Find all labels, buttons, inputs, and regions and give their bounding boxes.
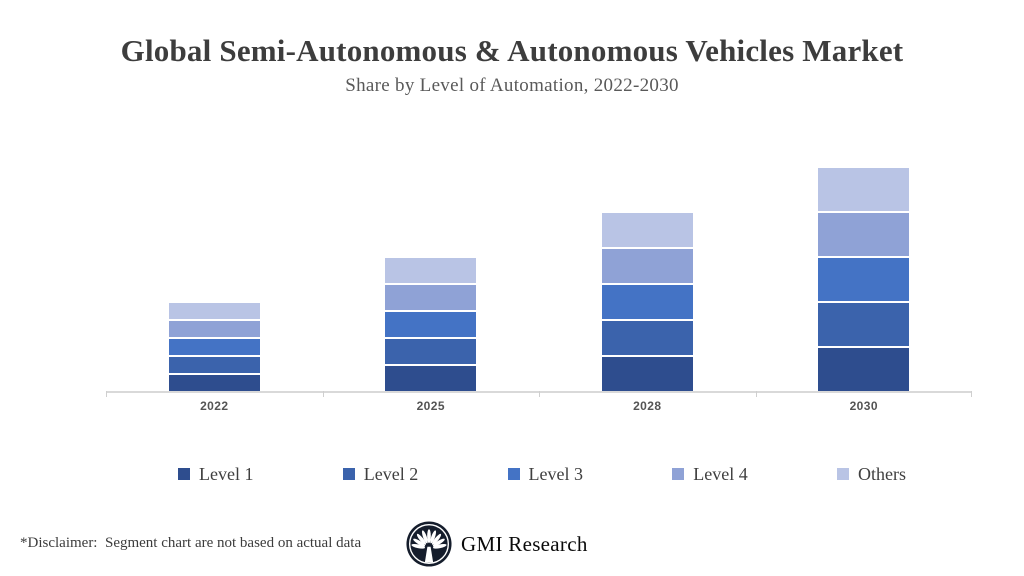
bar-segment-level-3-2022: [168, 337, 260, 355]
chart-title: Global Semi-Autonomous & Autonomous Vehi…: [120, 33, 904, 68]
stacked-bar-2022: [168, 301, 260, 391]
legend-item-others: Others: [837, 464, 906, 485]
bar-segment-level-4-2022: [168, 319, 260, 337]
x-axis-labels: 2022 2025 2028 2030: [106, 399, 972, 413]
x-axis-tick: [756, 391, 757, 397]
bar-segment-level-3-2025: [385, 310, 477, 337]
x-axis-label-2025: 2025: [416, 399, 445, 413]
bar-segment-level-1-2022: [168, 373, 260, 391]
x-axis-tick: [106, 391, 107, 397]
legend-swatch-icon: [342, 468, 355, 480]
chart-legend: Level 1 Level 2 Level 3 Level 4 Others: [178, 461, 906, 487]
legend-item-level-1: Level 1: [178, 464, 253, 485]
bar-segment-others-2028: [601, 211, 693, 247]
stacked-bar-2030: [818, 166, 910, 391]
legend-label: Level 3: [528, 463, 583, 484]
bar-segment-level-3-2028: [601, 283, 693, 319]
bar-segment-level-4-2028: [601, 247, 693, 283]
bar-segment-level-2-2022: [168, 355, 260, 373]
bar-segment-level-2-2028: [601, 319, 693, 355]
legend-swatch-icon: [672, 468, 685, 480]
bar-segment-level-2-2025: [385, 337, 477, 364]
bar-segment-others-2025: [385, 256, 477, 283]
x-axis-tick: [971, 391, 972, 397]
brand-logo: GMI Research: [406, 520, 588, 568]
chart-subtitle: Share by Level of Automation, 2022-2030: [345, 75, 679, 96]
legend-label: Others: [858, 463, 906, 484]
legend-swatch-icon: [837, 468, 849, 480]
brand-name: GMI Research: [461, 531, 588, 556]
legend-label: Level 1: [199, 463, 254, 484]
x-axis-tick: [539, 391, 540, 397]
disclaimer-text: *Disclaimer: Segment chart are not based…: [20, 535, 362, 551]
x-axis-tick: [323, 391, 324, 397]
legend-swatch-icon: [507, 468, 520, 480]
bar-segment-level-3-2030: [818, 256, 910, 301]
bar-segment-others-2022: [168, 301, 260, 319]
x-axis-label-2022: 2022: [200, 399, 229, 413]
bar-segment-level-1-2030: [818, 346, 910, 391]
bar-segment-level-2-2030: [818, 301, 910, 346]
legend-swatch-icon: [178, 468, 190, 480]
x-axis-label-2030: 2030: [849, 399, 878, 413]
legend-item-level-2: Level 2: [342, 463, 419, 485]
stacked-bar-2025: [385, 256, 477, 391]
bar-segment-level-1-2025: [385, 364, 477, 391]
legend-label: Level 2: [363, 463, 419, 484]
bar-segment-level-1-2028: [601, 355, 693, 391]
bar-segment-level-4-2030: [818, 211, 910, 256]
stacked-bar-2028: [601, 211, 693, 391]
legend-item-level-3: Level 3: [507, 463, 583, 485]
legend-label: Level 4: [693, 463, 748, 484]
legend-item-level-4: Level 4: [672, 463, 748, 485]
bar-segment-others-2030: [818, 166, 910, 211]
gmi-logo-icon: [406, 521, 452, 567]
plot-area: [106, 141, 972, 397]
x-axis-label-2028: 2028: [633, 399, 662, 413]
bar-segment-level-4-2025: [385, 283, 477, 310]
